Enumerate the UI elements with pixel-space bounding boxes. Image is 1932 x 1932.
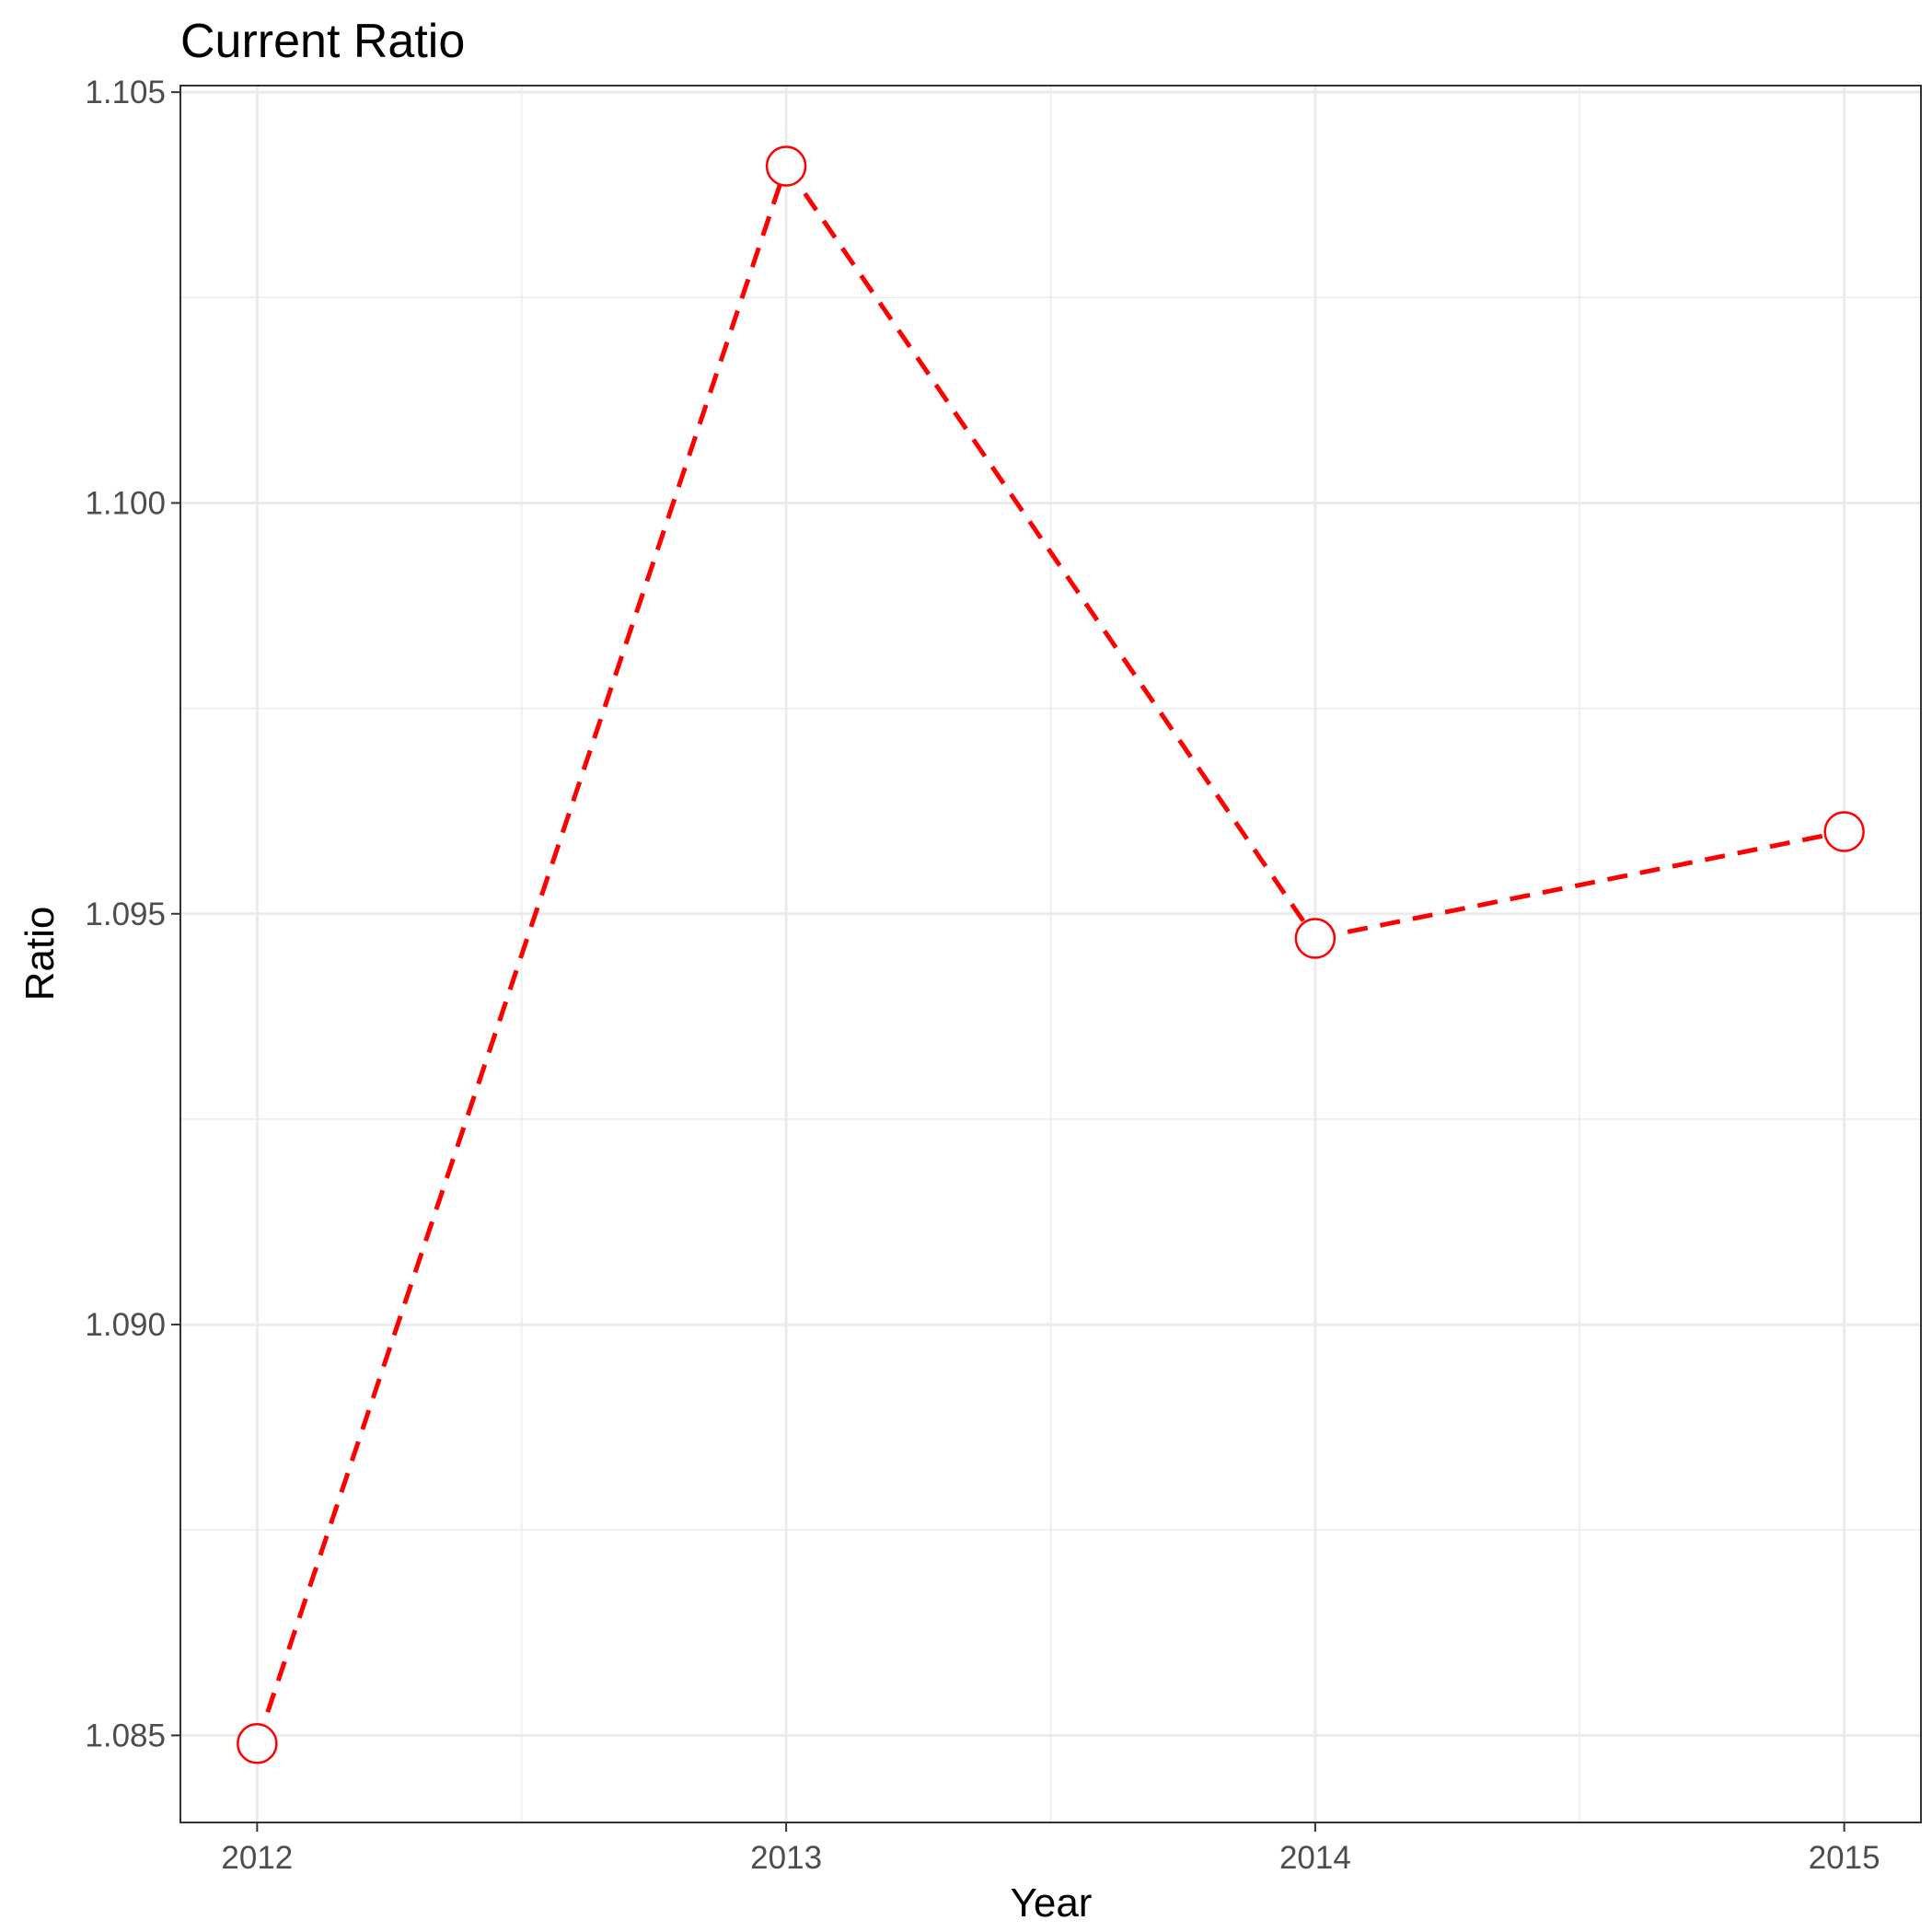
- gridlines: [180, 86, 1921, 1822]
- data-point-marker: [1823, 811, 1865, 852]
- series-line-segment: [784, 165, 1317, 940]
- x-tick-label: 2013: [750, 1840, 822, 1876]
- y-tick-label: 1.100: [85, 485, 166, 521]
- x-tick-label: 2015: [1809, 1840, 1880, 1876]
- y-tick-label: 1.105: [85, 75, 166, 110]
- x-tick-label: 2014: [1279, 1840, 1351, 1876]
- chart-title: Current Ratio: [180, 15, 465, 68]
- panel-border: [179, 85, 1922, 1823]
- data-point-marker: [1294, 918, 1336, 959]
- y-axis-title: Ratio: [17, 907, 63, 1001]
- series-line-segment: [1314, 829, 1845, 941]
- axis-ticks: [171, 91, 1845, 1832]
- y-tick-label: 1.090: [85, 1307, 166, 1343]
- x-axis-title: Year: [1011, 1880, 1093, 1926]
- y-tick-labels: 1.085 1.090 1.095 1.100 1.105: [85, 75, 166, 1753]
- y-tick-label: 1.085: [85, 1718, 166, 1753]
- series-lines: [254, 165, 1845, 1745]
- x-tick-labels: 2012 2013 2014 2015: [221, 1840, 1880, 1876]
- x-tick-label: 2012: [221, 1840, 293, 1876]
- data-point-marker: [765, 145, 807, 187]
- y-tick-label: 1.095: [85, 897, 166, 932]
- series-points: [237, 145, 1865, 1764]
- data-point-marker: [237, 1723, 278, 1764]
- series-line-segment: [254, 165, 789, 1745]
